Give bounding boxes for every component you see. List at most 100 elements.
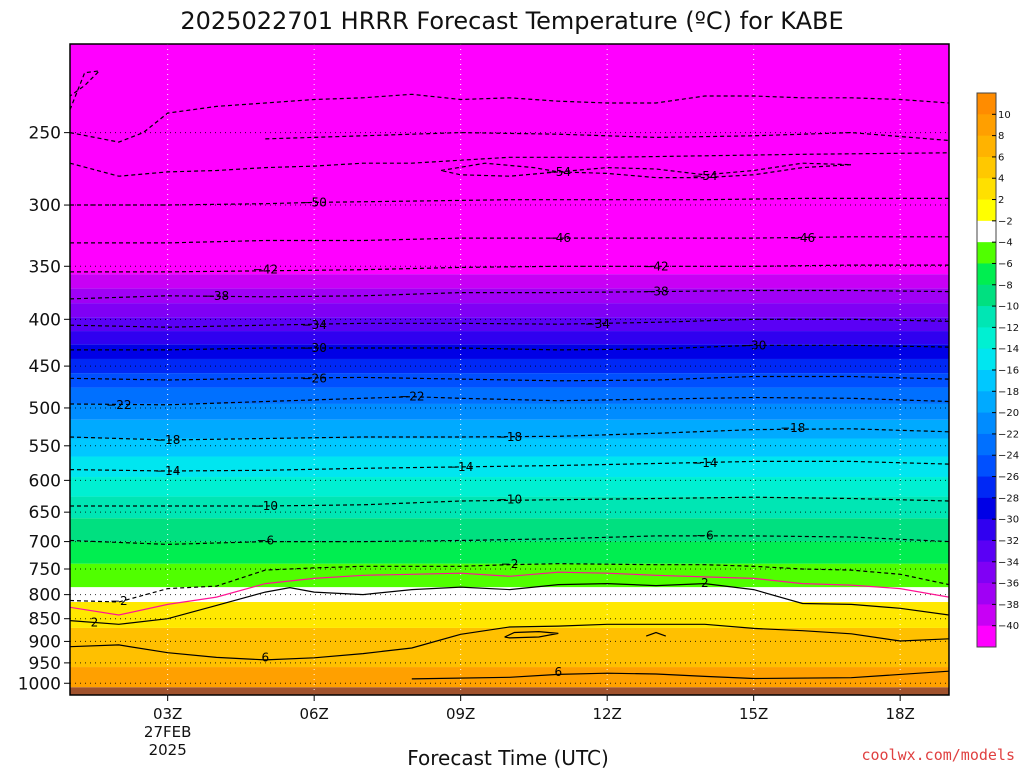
colorbar-segment <box>977 433 996 456</box>
contour-label: −34 <box>302 318 327 332</box>
colorbar-label: −10 <box>998 302 1019 313</box>
x-tick-label: 15Z <box>739 705 768 723</box>
colorbar-segment <box>977 604 996 627</box>
contour-line <box>411 670 949 680</box>
contour-label: −34 <box>585 317 610 331</box>
colorbar-segment <box>977 476 996 499</box>
colorbar-label: −4 <box>998 238 1013 249</box>
colorbar-segment <box>977 156 996 179</box>
contour-label: −42 <box>253 263 278 277</box>
x-tick-label: 06Z <box>299 705 328 723</box>
contour-label: −30 <box>741 338 766 352</box>
contour-label: −54 <box>692 169 717 183</box>
contour-label: −26 <box>302 371 327 385</box>
colorbar-segment <box>977 114 996 137</box>
chart-title: 2025022701 HRRR Forecast Temperature (ºC… <box>180 7 843 35</box>
colorbar-segment <box>977 497 996 520</box>
contour-label: −22 <box>399 390 424 404</box>
colorbar: 10 8 6 4 2 −2 −4 −6 −8 −10 −12 −14 −16 −18 −20 −22 −24 −2… <box>976 92 1019 648</box>
y-tick-label: 650 <box>29 503 61 523</box>
x-tick-label: 03Z <box>153 705 182 723</box>
fill-band <box>70 456 949 478</box>
contour-line <box>504 630 559 639</box>
colorbar-label: −22 <box>998 429 1019 440</box>
colorbar-segment <box>977 306 996 328</box>
fill-band <box>70 403 949 420</box>
fill-band <box>70 541 949 564</box>
y-axis: 2503003504004505005506006507007508008509… <box>18 124 70 694</box>
fill-band <box>70 587 949 603</box>
contour-line <box>70 582 949 625</box>
colorbar-segment <box>977 199 996 222</box>
x-axis-label: Forecast Time (UTC) <box>407 746 609 768</box>
y-tick-label: 1000 <box>18 674 61 694</box>
colorbar-label: −30 <box>998 515 1019 526</box>
contour-label: −18 <box>780 421 805 435</box>
fill-band <box>70 344 949 359</box>
contour-label: −38 <box>643 285 668 299</box>
contour-lines <box>70 70 949 680</box>
x-tick-date: 27FEB <box>144 723 191 741</box>
colorbar-segment <box>977 263 996 286</box>
fill-band <box>70 419 949 439</box>
colorbar-segment <box>977 327 996 350</box>
y-tick-label: 800 <box>29 586 61 606</box>
contour-line <box>70 152 949 177</box>
contour-label: −2 <box>110 594 128 608</box>
colorbar-label: −20 <box>998 408 1019 419</box>
colorbar-label: −24 <box>998 451 1019 462</box>
credit-text[interactable]: coolwx.com/models <box>861 746 1015 764</box>
fill-band <box>70 274 949 289</box>
x-tick-label: 09Z <box>446 705 475 723</box>
contour-line <box>70 396 949 406</box>
fill-band <box>70 317 949 332</box>
contour-label: −30 <box>302 341 327 355</box>
contour-label: −38 <box>204 289 229 303</box>
contour-label: −22 <box>106 398 131 412</box>
fill-band <box>70 518 949 542</box>
colorbar-segment <box>977 455 996 478</box>
colorbar-segment <box>977 625 996 648</box>
colorbar-label: 6 <box>998 152 1004 163</box>
colorbar-segment <box>977 583 996 605</box>
colorbar-label: −8 <box>998 280 1013 291</box>
y-tick-label: 950 <box>29 654 61 674</box>
colorbar-label: −34 <box>998 557 1019 568</box>
colorbar-label: −26 <box>998 472 1019 483</box>
contour-line <box>70 623 949 661</box>
y-tick-label: 450 <box>29 357 61 377</box>
contour-label: −18 <box>155 433 180 447</box>
colorbar-label: −40 <box>998 621 1019 632</box>
contour-label: −42 <box>643 259 668 273</box>
colorbar-segment <box>977 220 996 243</box>
y-tick-label: 900 <box>29 632 61 652</box>
colorbar-segment <box>977 561 996 584</box>
y-tick-label: 750 <box>29 560 61 580</box>
contour-label: −6 <box>256 533 274 547</box>
y-tick-label: 700 <box>29 533 61 553</box>
contour-label: −54 <box>546 165 571 179</box>
colorbar-segment <box>977 348 996 371</box>
colorbar-segment <box>977 178 996 201</box>
contour-label: −2 <box>501 557 519 571</box>
x-tick-label: 18Z <box>885 705 914 723</box>
colorbar-label: −18 <box>998 387 1019 398</box>
contour-line <box>70 563 949 603</box>
colorbar-segment <box>977 519 996 541</box>
colorbar-label: −38 <box>998 600 1019 611</box>
contour-label: 2 <box>91 615 99 629</box>
colorbar-label: −28 <box>998 493 1019 504</box>
colorbar-segment <box>977 370 996 392</box>
fill-band <box>70 627 949 668</box>
contour-label: 2 <box>701 576 709 590</box>
grid-lines <box>70 44 949 695</box>
contour-label: −14 <box>692 456 717 470</box>
contour-label: −14 <box>448 460 473 474</box>
temperature-fill-bands <box>70 44 949 695</box>
colorbar-label: −2 <box>998 216 1013 227</box>
contour-label: −10 <box>497 493 522 507</box>
contour-label: −18 <box>497 430 522 444</box>
colorbar-label: 2 <box>998 195 1004 206</box>
y-tick-label: 250 <box>29 124 61 144</box>
